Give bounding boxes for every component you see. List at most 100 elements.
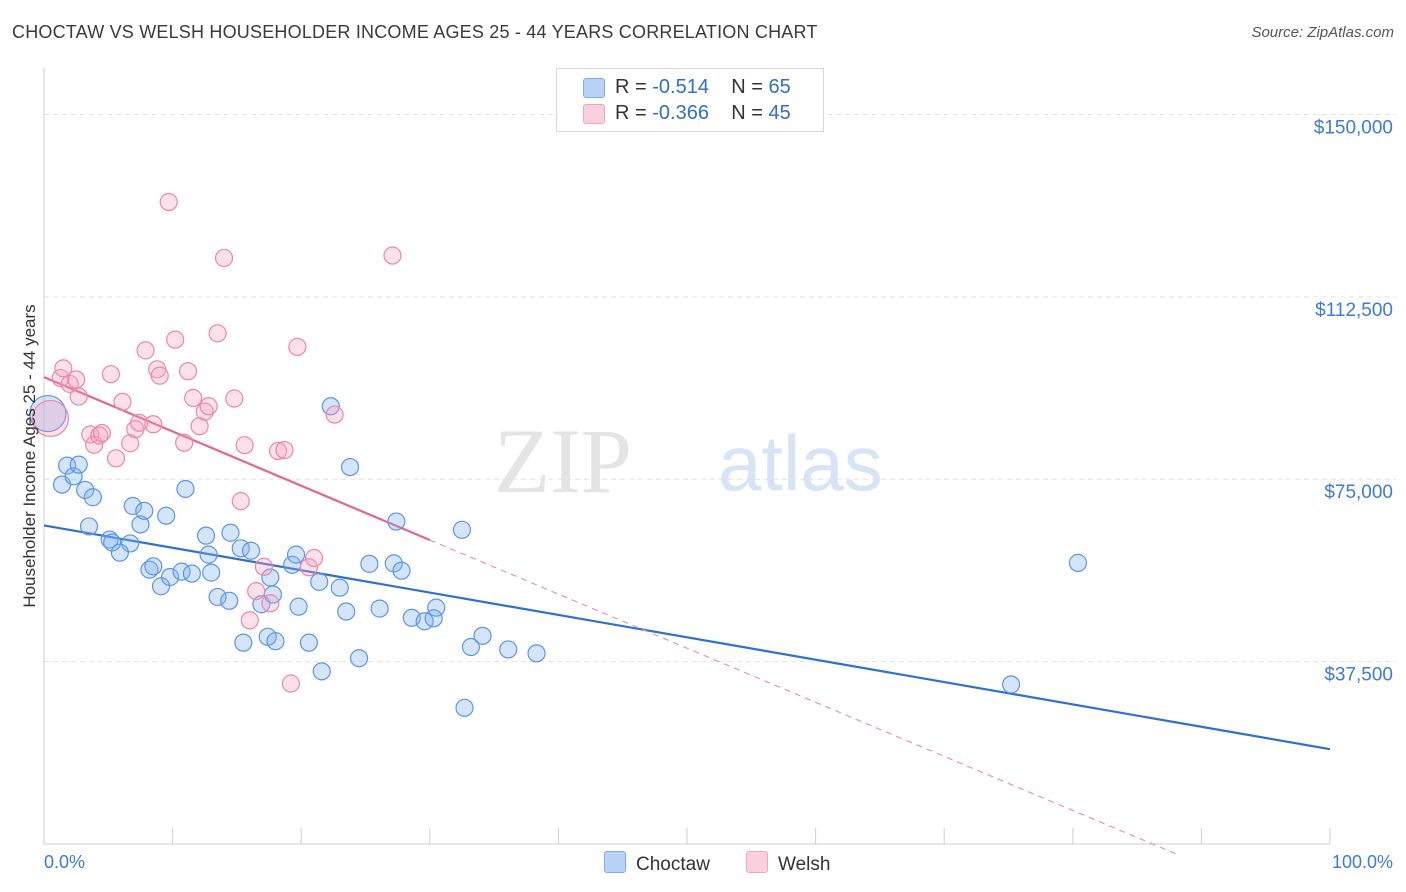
data-point-choctaw <box>199 545 218 564</box>
data-point-choctaw <box>131 515 150 534</box>
data-point-welsh <box>225 389 244 408</box>
data-point-choctaw <box>1068 553 1088 572</box>
legend-r-value: -0.366 <box>652 102 709 124</box>
data-point-welsh <box>199 397 218 416</box>
data-point-welsh <box>184 388 203 408</box>
data-point-welsh <box>130 413 149 432</box>
data-point-choctaw <box>452 520 472 539</box>
data-point-welsh <box>247 581 266 601</box>
trend-extension-welsh <box>429 539 1176 855</box>
points-layer <box>29 192 1088 717</box>
data-point-welsh <box>325 405 344 424</box>
data-point-welsh <box>304 548 324 568</box>
watermark: ZIP atlas <box>494 410 883 512</box>
data-point-choctaw <box>182 564 201 583</box>
data-point-welsh <box>268 441 288 461</box>
y-tick-label: $75,000 <box>1324 482 1393 503</box>
data-point-welsh <box>159 192 178 212</box>
legend-n-value: 45 <box>768 102 791 124</box>
data-point-choctaw <box>160 567 180 587</box>
data-point-welsh <box>261 594 280 613</box>
data-point-choctaw <box>176 479 195 499</box>
series-legend-label: Choctaw <box>636 854 710 875</box>
data-point-choctaw <box>384 554 403 573</box>
data-point-choctaw <box>392 561 411 580</box>
y-tick-label: $112,500 <box>1315 300 1393 321</box>
x-tick-label: 100.0% <box>1332 852 1393 872</box>
legend-swatch-welsh <box>583 104 605 124</box>
data-point-choctaw <box>266 632 285 651</box>
data-point-choctaw <box>310 572 329 591</box>
data-point-welsh <box>54 359 73 378</box>
data-point-choctaw <box>387 512 406 531</box>
watermark-zip: ZIP <box>494 410 632 512</box>
data-point-choctaw <box>370 599 389 618</box>
data-point-welsh <box>383 246 402 265</box>
data-point-welsh <box>90 426 109 445</box>
data-point-welsh <box>101 365 120 384</box>
data-point-choctaw <box>360 554 379 573</box>
data-point-welsh <box>240 611 259 630</box>
data-point-welsh <box>113 392 132 412</box>
data-point-choctaw <box>100 530 119 549</box>
data-point-choctaw <box>234 633 253 652</box>
data-point-welsh <box>31 399 70 438</box>
data-point-choctaw <box>121 534 140 553</box>
data-point-welsh <box>235 436 254 455</box>
axis-layer <box>43 68 1331 845</box>
series-legend-choctaw: Choctaw <box>604 851 710 876</box>
trend-line-welsh <box>43 376 431 542</box>
data-point-choctaw <box>337 602 356 621</box>
data-point-welsh <box>67 370 86 389</box>
data-point-welsh <box>92 423 111 443</box>
data-point-welsh <box>175 433 194 452</box>
series-legend-swatch <box>746 851 768 873</box>
data-point-welsh <box>69 387 88 406</box>
legend-n-label: N = <box>731 76 763 98</box>
data-point-choctaw <box>1001 675 1021 694</box>
data-point-choctaw <box>427 598 446 617</box>
data-point-welsh <box>178 362 198 381</box>
legend-r-label: R = <box>615 102 647 124</box>
label-layer: $37,500 $75,000 $112,500 $150,000 0.0% 100.0% <box>44 117 1393 872</box>
data-point-choctaw <box>103 533 122 552</box>
data-point-welsh <box>166 330 185 349</box>
data-point-welsh <box>208 324 227 343</box>
data-point-choctaw <box>455 698 474 717</box>
legend-r-value: -0.514 <box>652 76 709 98</box>
data-point-welsh <box>144 415 163 434</box>
data-point-welsh <box>150 366 169 385</box>
correlation-legend: R = -0.514 N = 65 R = -0.366 N = 45 <box>556 68 824 132</box>
grid-layer <box>44 113 1396 663</box>
data-point-choctaw <box>241 541 261 560</box>
legend-n-value: 65 <box>768 76 791 98</box>
data-point-choctaw <box>110 543 129 562</box>
data-point-choctaw <box>64 467 83 486</box>
data-point-choctaw <box>220 591 239 610</box>
data-point-choctaw <box>424 609 443 628</box>
legend-swatch-choctaw <box>583 78 605 98</box>
data-point-choctaw <box>208 587 227 607</box>
series-legend-swatch <box>604 851 626 873</box>
watermark-atlas: atlas <box>718 419 883 507</box>
data-point-choctaw <box>461 637 481 657</box>
chart-title: CHOCTAW VS WELSH HOUSEHOLDER INCOME AGES… <box>12 22 818 42</box>
series-legend-label: Welsh <box>778 854 831 875</box>
y-axis-label: Householder Income Ages 25 - 44 years <box>20 304 39 608</box>
data-point-welsh <box>231 492 250 511</box>
data-point-choctaw <box>330 578 349 597</box>
data-point-choctaw <box>221 523 240 542</box>
data-point-choctaw <box>286 545 306 564</box>
data-point-choctaw <box>83 488 102 507</box>
data-point-welsh <box>288 337 307 357</box>
data-point-welsh <box>275 440 294 460</box>
data-point-welsh <box>299 558 319 577</box>
data-point-choctaw <box>473 626 492 645</box>
data-point-choctaw <box>299 633 319 652</box>
data-point-choctaw <box>79 517 99 536</box>
series-legend-welsh: Welsh <box>746 851 830 876</box>
data-point-choctaw <box>527 644 546 663</box>
data-point-choctaw <box>123 496 142 516</box>
legend-r-label: R = <box>615 76 647 98</box>
